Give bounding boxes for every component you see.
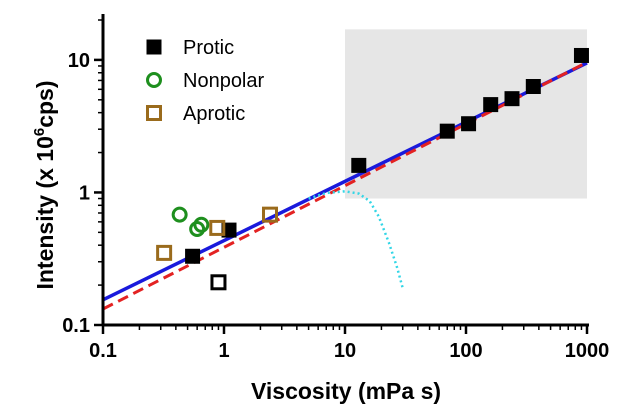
nonpolar-point <box>189 220 206 237</box>
y-axis-title-prefix: Intensity (x 10 <box>32 136 58 289</box>
x-tick-label: 100 <box>449 340 482 362</box>
protic-point <box>483 97 499 113</box>
y-tick-label: 0.1 <box>62 315 90 337</box>
y-tick-label: 1 <box>79 182 90 204</box>
y-axis-title-superscript: 6 <box>31 128 48 136</box>
nonpolar-point <box>171 206 188 223</box>
dotted-fit-line <box>308 190 404 289</box>
protic-point <box>439 123 455 139</box>
x-tick-label: 1000 <box>565 340 610 362</box>
y-axis-title-suffix: cps) <box>32 80 58 127</box>
aprotic-point <box>156 244 173 261</box>
legend-marker-protic <box>146 39 162 55</box>
legend: Protic Nonpolar Aprotic <box>146 37 265 125</box>
y-axis-title: Intensity (x 106cps) <box>31 80 58 289</box>
legend-label-aprotic: Aprotic <box>183 103 245 125</box>
axes-layer: 0.1 1 10 100 1000 0.1 1 10 <box>62 14 609 362</box>
protic-point <box>504 91 520 107</box>
legend-marker-nonpolar <box>146 72 162 88</box>
shaded-region-layer <box>345 29 587 199</box>
legend-label-nonpolar: Nonpolar <box>183 70 265 92</box>
aprotic-point <box>209 219 226 236</box>
data-points-layer <box>156 47 589 291</box>
legend-label-protic: Protic <box>183 37 234 59</box>
nonpolar-point <box>193 216 210 233</box>
x-axis-title: Viscosity (mPa s) <box>251 378 441 404</box>
y-tick-label: 10 <box>68 50 90 72</box>
protic-point <box>525 78 541 94</box>
legend-marker-aprotic <box>146 105 162 121</box>
protic-point <box>461 116 477 132</box>
protic-point <box>573 47 589 63</box>
x-tick-label: 1 <box>218 340 229 362</box>
outlier-point <box>210 274 227 291</box>
x-tick-label: 10 <box>334 340 356 362</box>
protic-point <box>351 157 367 173</box>
x-tick-label: 0.1 <box>89 340 117 362</box>
protic-point <box>185 248 201 264</box>
aprotic-point <box>262 206 279 223</box>
shaded-region <box>345 29 587 199</box>
